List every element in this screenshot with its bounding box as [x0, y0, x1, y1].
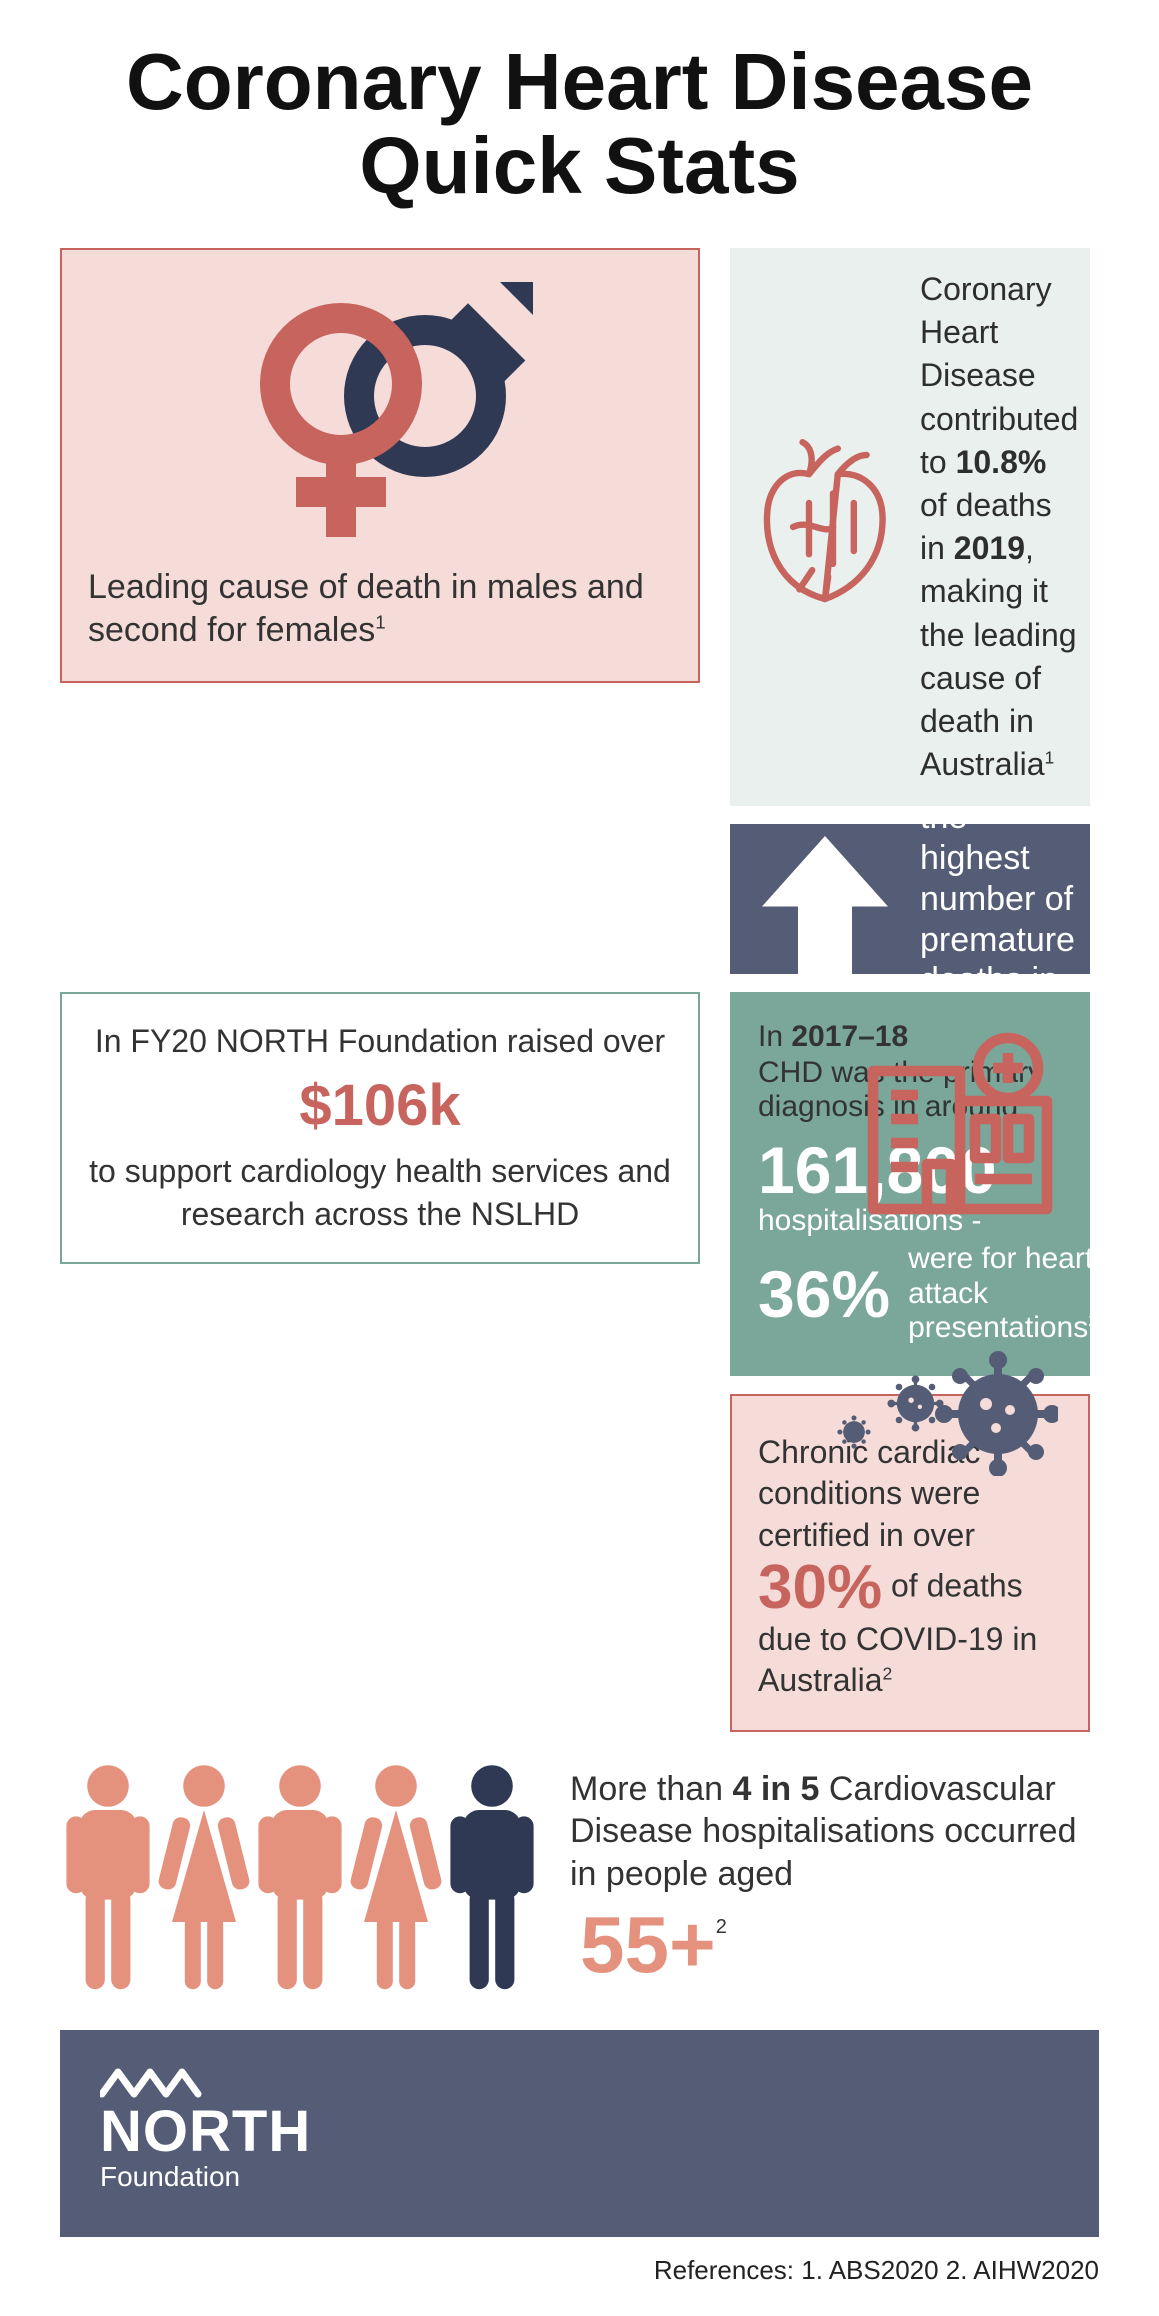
- gender-icon: [88, 276, 678, 546]
- zigzag-icon: [100, 2064, 220, 2098]
- card-deaths-text: Coronary Heart Disease contributed to 10…: [920, 268, 1078, 786]
- virus-icon: [808, 1336, 1058, 1476]
- card-premature-deaths: CHD has the highest number of premature …: [730, 824, 1090, 974]
- card-gender: Leading cause of death in males and seco…: [60, 248, 700, 683]
- card-premature-text: CHD has the highest number of premature …: [920, 824, 1075, 974]
- references: References: 1. ABS2020 2. AIHW2020: [60, 2255, 1099, 2286]
- people-icon: [60, 1762, 540, 2002]
- card-north-raised: In FY20 NORTH Foundation raised over $10…: [60, 992, 700, 1264]
- raised-amount: $106k: [80, 1067, 680, 1145]
- heart-icon: [730, 437, 920, 617]
- brand-sub: Foundation: [100, 2161, 1059, 2193]
- arrow-up-icon: [730, 824, 920, 974]
- card-gender-text: Leading cause of death in males and seco…: [88, 566, 678, 651]
- raised-line1: In FY20 NORTH Foundation raised over: [95, 1023, 665, 1059]
- hospital-icon: [858, 1014, 1068, 1224]
- card-covid-cardiac: Chronic cardiac conditions were certifie…: [730, 1394, 1090, 1732]
- card-deaths-2019: Coronary Heart Disease contributed to 10…: [730, 248, 1090, 806]
- card-age-55: More than 4 in 5 Cardiovascular Disease …: [60, 1762, 1099, 2002]
- card-hospitalisations: In 2017–18 CHD was the primary diagnosis…: [730, 992, 1090, 1376]
- raised-line2: to support cardiology health services an…: [89, 1153, 671, 1232]
- brand-name: NORTH: [100, 2098, 1059, 2165]
- page-title: Coronary Heart Disease Quick Stats: [60, 40, 1099, 208]
- age-55-number: 55+: [580, 1895, 716, 1995]
- footer-brand: NORTH Foundation: [60, 2030, 1099, 2237]
